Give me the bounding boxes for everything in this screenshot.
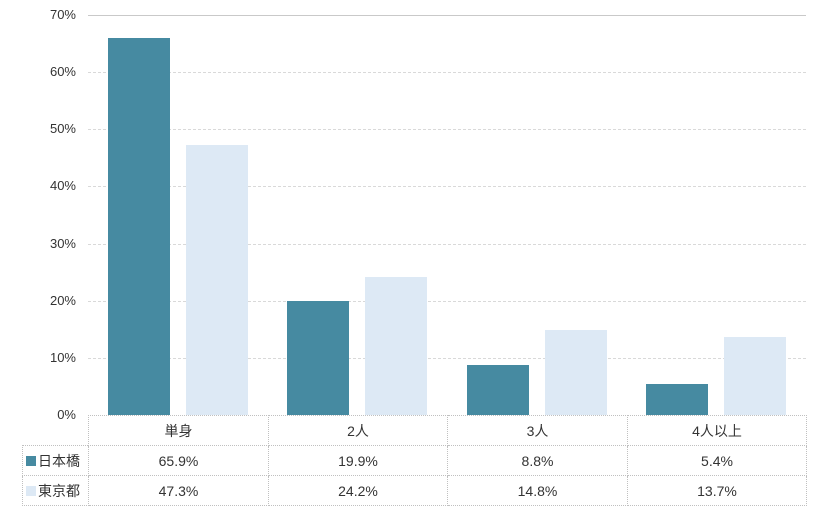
value-cell: 24.2% [268, 475, 448, 506]
y-axis-tick-label: 0% [57, 407, 76, 422]
value-cell: 65.9% [88, 445, 269, 476]
bar-日本橋-単身 [107, 38, 170, 415]
value-cell: 14.8% [447, 475, 628, 506]
bar-東京都-4人以上 [724, 336, 787, 415]
y-axis-tick-label: 50% [49, 121, 76, 137]
bar-日本橋-4人以上 [646, 384, 709, 415]
y-axis-tick-label: 20% [49, 292, 76, 308]
bar-東京都-2人 [365, 276, 428, 415]
gridline-10 [88, 357, 806, 359]
y-axis-tick-label: 10% [49, 349, 76, 365]
data-table: 単身 2人 3人 4人以上 日本橋 65.9% 19.9% 8.8% 5.4% 東京都 47.3% 2… [22, 415, 807, 506]
category-header-cell: 4人以上 [627, 415, 807, 446]
y-axis-tick-label: 60% [49, 64, 76, 80]
category-header-cell: 単身 [88, 415, 269, 446]
gridline-70 [88, 15, 806, 16]
gridline-50 [88, 129, 806, 131]
gridline-60 [88, 72, 806, 74]
category-header-cell: 2人 [268, 415, 448, 446]
legend-label: 日本橋 [38, 452, 80, 469]
gridline-30 [88, 243, 806, 245]
table-row: 日本橋 65.9% 19.9% 8.8% 5.4% [22, 445, 807, 476]
legend-cell-日本橋: 日本橋 [22, 445, 89, 476]
y-axis-tick-label: 30% [49, 235, 76, 251]
plot-area [88, 15, 806, 415]
gridline-20 [88, 300, 806, 302]
value-cell: 19.9% [268, 445, 448, 476]
legend-cell-東京都: 東京都 [22, 475, 89, 506]
legend-swatch-icon [26, 455, 36, 466]
y-axis-tick-label: 70% [49, 7, 76, 22]
table-corner-cell [23, 416, 89, 446]
category-header-cell: 3人 [447, 415, 628, 446]
bar-東京都-3人 [544, 330, 607, 415]
legend-label: 東京都 [38, 482, 80, 499]
table-header-row: 単身 2人 3人 4人以上 [23, 415, 807, 446]
legend-swatch-icon [26, 485, 36, 496]
value-cell: 13.7% [627, 475, 807, 506]
bar-東京都-単身 [185, 144, 248, 415]
bar-日本橋-3人 [466, 364, 529, 415]
value-cell: 5.4% [627, 445, 807, 476]
value-cell: 47.3% [88, 475, 269, 506]
value-cell: 8.8% [447, 445, 628, 476]
table-row: 東京都 47.3% 24.2% 14.8% 13.7% [22, 475, 807, 506]
y-axis-tick-label: 40% [49, 178, 76, 194]
gridline-40 [88, 186, 806, 188]
bar-日本橋-2人 [287, 301, 350, 415]
